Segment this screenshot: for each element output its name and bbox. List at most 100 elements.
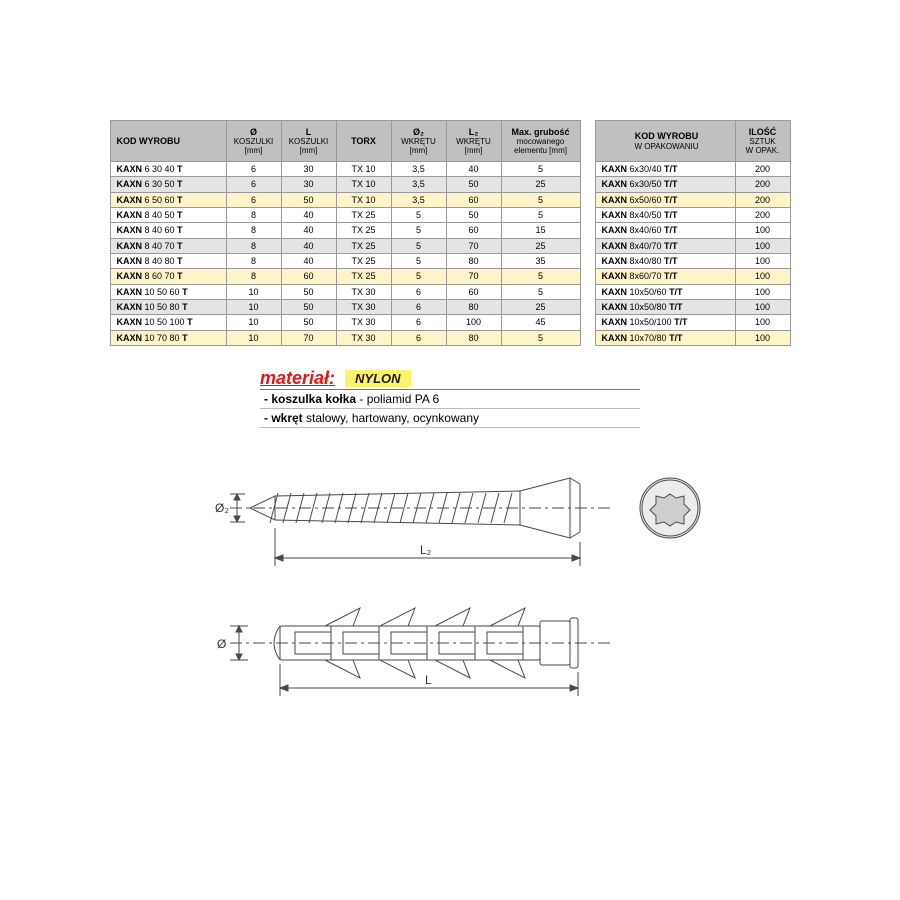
- cell-l: 30: [281, 162, 336, 177]
- cell-kod: KAXN 8 60 70 T: [110, 269, 226, 284]
- cell-max: 5: [501, 330, 580, 345]
- cell-d2: 3,5: [391, 162, 446, 177]
- table-row: KAXN 6 30 40 T630TX 103,5405: [110, 162, 580, 177]
- cell-kod-pack: KAXN 10x70/80 T/T: [595, 330, 735, 345]
- cell-kod: KAXN 8 40 70 T: [110, 238, 226, 253]
- cell-torx: TX 30: [336, 315, 391, 330]
- cell-d: 6: [226, 177, 281, 192]
- cell-d2: 5: [391, 238, 446, 253]
- material-block: materiał: NYLON - koszulka kołka - polia…: [260, 368, 640, 428]
- page: KOD WYROBU ØKOSZULKI[mm] LKOSZULKI[mm] T…: [0, 0, 900, 718]
- cell-l2: 40: [446, 162, 501, 177]
- cell-kod: KAXN 8 40 80 T: [110, 254, 226, 269]
- cell-qty: 100: [735, 300, 790, 315]
- cell-l: 30: [281, 177, 336, 192]
- cell-max: 15: [501, 223, 580, 238]
- cell-torx: TX 30: [336, 300, 391, 315]
- cell-kod-pack: KAXN 10x50/60 T/T: [595, 284, 735, 299]
- col-kod-pack: KOD WYROBUW OPAKOWANIU: [595, 121, 735, 162]
- cell-kod: KAXN 6 30 40 T: [110, 162, 226, 177]
- cell-l2: 70: [446, 269, 501, 284]
- cell-max: 5: [501, 208, 580, 223]
- table-row: KAXN 10x50/60 T/T100: [595, 284, 790, 299]
- cell-l2: 60: [446, 192, 501, 207]
- cell-max: 25: [501, 238, 580, 253]
- cell-l2: 100: [446, 315, 501, 330]
- table-row: KAXN 10x50/80 T/T100: [595, 300, 790, 315]
- cell-d: 8: [226, 269, 281, 284]
- cell-kod-pack: KAXN 6x50/60 T/T: [595, 192, 735, 207]
- cell-qty: 100: [735, 315, 790, 330]
- cell-qty: 200: [735, 162, 790, 177]
- cell-kod-pack: KAXN 8x40/80 T/T: [595, 254, 735, 269]
- cell-qty: 200: [735, 208, 790, 223]
- cell-qty: 200: [735, 192, 790, 207]
- cell-kod-pack: KAXN 8x40/70 T/T: [595, 238, 735, 253]
- cell-kod-pack: KAXN 6x30/40 T/T: [595, 162, 735, 177]
- cell-d2: 3,5: [391, 192, 446, 207]
- cell-max: 45: [501, 315, 580, 330]
- table-row: KAXN 6 30 50 T630TX 103,55025: [110, 177, 580, 192]
- cell-torx: TX 25: [336, 223, 391, 238]
- cell-l: 40: [281, 208, 336, 223]
- col-qty: ILOŚĆSZTUKW OPAK.: [735, 121, 790, 162]
- cell-d: 8: [226, 238, 281, 253]
- table-row: KAXN 8 40 80 T840TX 2558035: [110, 254, 580, 269]
- diagram: Ø₂ L₂ Ø L: [170, 458, 730, 718]
- col-torx: TORX: [336, 121, 391, 162]
- cell-l2: 80: [446, 330, 501, 345]
- cell-l: 50: [281, 315, 336, 330]
- table-row: KAXN 6x30/40 T/T200: [595, 162, 790, 177]
- cell-torx: TX 25: [336, 238, 391, 253]
- cell-max: 5: [501, 269, 580, 284]
- cell-l: 40: [281, 254, 336, 269]
- cell-d2: 5: [391, 223, 446, 238]
- cell-torx: TX 25: [336, 269, 391, 284]
- cell-d2: 6: [391, 300, 446, 315]
- cell-kod-pack: KAXN 8x60/70 T/T: [595, 269, 735, 284]
- cell-d2: 5: [391, 254, 446, 269]
- cell-l2: 70: [446, 238, 501, 253]
- cell-kod: KAXN 6 50 60 T: [110, 192, 226, 207]
- cell-max: 5: [501, 192, 580, 207]
- label-d2: Ø₂: [215, 501, 229, 515]
- table-row: KAXN 8x60/70 T/T100: [595, 269, 790, 284]
- table-row: KAXN 8 40 70 T840TX 2557025: [110, 238, 580, 253]
- table-row: KAXN 10 50 80 T1050TX 3068025: [110, 300, 580, 315]
- cell-qty: 100: [735, 269, 790, 284]
- table-row: KAXN 10 50 60 T1050TX 306605: [110, 284, 580, 299]
- cell-d: 8: [226, 208, 281, 223]
- cell-kod: KAXN 10 70 80 T: [110, 330, 226, 345]
- cell-l: 70: [281, 330, 336, 345]
- table-row: KAXN 8 40 50 T840TX 255505: [110, 208, 580, 223]
- cell-l: 40: [281, 238, 336, 253]
- cell-kod: KAXN 8 40 60 T: [110, 223, 226, 238]
- table-row: KAXN 10 70 80 T1070TX 306805: [110, 330, 580, 345]
- table-row: KAXN 8x40/50 T/T200: [595, 208, 790, 223]
- col-kod: KOD WYROBU: [110, 121, 226, 162]
- material-title: materiał:: [260, 368, 335, 389]
- cell-d2: 5: [391, 208, 446, 223]
- material-line-2: - wkręt stalowy, hartowany, ocynkowany: [260, 409, 640, 428]
- cell-d: 8: [226, 223, 281, 238]
- cell-kod: KAXN 10 50 60 T: [110, 284, 226, 299]
- col-d: ØKOSZULKI[mm]: [226, 121, 281, 162]
- label-l2: L₂: [420, 543, 432, 557]
- cell-torx: TX 10: [336, 192, 391, 207]
- cell-kod-pack: KAXN 10x50/80 T/T: [595, 300, 735, 315]
- table-row: KAXN 8x40/80 T/T100: [595, 254, 790, 269]
- cell-torx: TX 30: [336, 284, 391, 299]
- cell-kod: KAXN 10 50 80 T: [110, 300, 226, 315]
- col-d2: Ø₂WKRĘTU[mm]: [391, 121, 446, 162]
- technical-drawing: Ø₂ L₂ Ø L: [170, 458, 730, 718]
- cell-d: 10: [226, 284, 281, 299]
- cell-kod-pack: KAXN 6x30/50 T/T: [595, 177, 735, 192]
- cell-qty: 100: [735, 223, 790, 238]
- cell-torx: TX 10: [336, 177, 391, 192]
- table-row: KAXN 8x40/60 T/T100: [595, 223, 790, 238]
- col-l2: L₂WKRĘTU[mm]: [446, 121, 501, 162]
- cell-d2: 5: [391, 269, 446, 284]
- cell-d2: 3,5: [391, 177, 446, 192]
- material-line-1: - koszulka kołka - poliamid PA 6: [260, 390, 640, 409]
- cell-l2: 80: [446, 254, 501, 269]
